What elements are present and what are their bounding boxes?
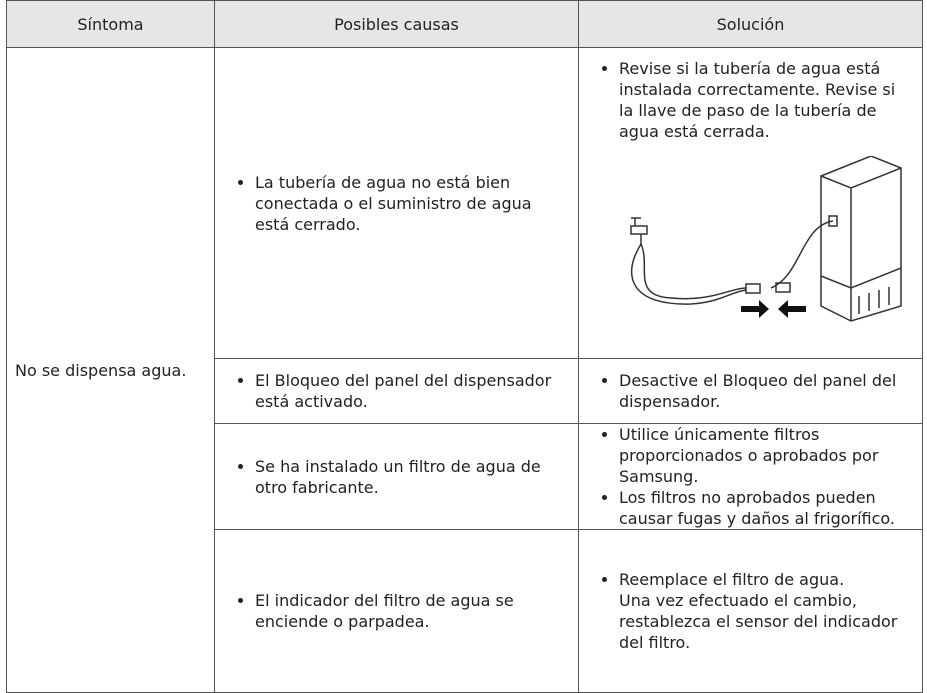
cause-cell: El Bloqueo del panel del dispensador est… [214, 358, 579, 424]
solution-list: Reemplace el filtro de agua. Una vez efec… [587, 569, 914, 653]
header-cell: Solución [578, 0, 923, 48]
cause-text: El Bloqueo del panel del dispensador est… [255, 370, 570, 412]
solution-text: Revise si la tubería de agua está instal… [619, 59, 896, 141]
solution-list: Utilice únicamente filtros proporcionado… [587, 424, 914, 529]
cause-text: La tubería de agua no está bien conectad… [255, 172, 570, 235]
header-cell: Posibles causas [214, 0, 579, 48]
solution-cell: Utilice únicamente filtros proporcionado… [578, 423, 923, 530]
solution-cell: Desactive el Bloqueo del panel del dispe… [578, 358, 923, 424]
solution-item: Utilice únicamente filtros proporcionado… [619, 424, 914, 487]
solution-list: Desactive el Bloqueo del panel del dispe… [587, 370, 914, 412]
cause-cell: La tubería de agua no está bien conectad… [214, 47, 579, 359]
table-row: El indicador del filtro de agua se encie… [7, 529, 923, 693]
cause-list: La tubería de agua no está bien conectad… [223, 172, 570, 235]
solution-text: Utilice únicamente filtros proporcionado… [619, 425, 879, 486]
solution-cell: Revise si la tubería de agua está instal… [578, 47, 923, 359]
troubleshooting-table: Síntoma Posibles causas Solución No se dis… [6, 0, 923, 693]
solution-list: Revise si la tubería de agua está instal… [587, 58, 914, 142]
solution-item: Los filtros no aprobados pueden causar f… [619, 487, 914, 529]
solution-item: Revise si la tubería de agua está instal… [619, 58, 914, 142]
solution-item: Desactive el Bloqueo del panel del dispe… [619, 370, 914, 412]
illustration [630, 156, 902, 322]
table-row: No se dispensa agua. La tubería de agua n… [6, 47, 923, 693]
cause-text: El indicador del filtro de agua se encie… [255, 590, 570, 632]
cause-cell: El indicador del filtro de agua se encie… [214, 529, 579, 693]
solution-item: Reemplace el filtro de agua. Una vez efec… [619, 569, 914, 653]
solution-text: Desactive el Bloqueo del panel del dispe… [619, 371, 897, 411]
cause-list: Se ha instalado un filtro de agua de otr… [223, 456, 570, 498]
solution-cell: Reemplace el filtro de agua. Una vez efec… [578, 529, 923, 693]
solution-text: Los filtros no aprobados pueden causar f… [619, 488, 895, 528]
header-cell: Síntoma [6, 0, 215, 48]
solution-text: Reemplace el filtro de agua. [619, 570, 845, 589]
cause-text: Se ha instalado un filtro de agua de otr… [255, 456, 570, 498]
cause-cell: Se ha instalado un filtro de agua de otr… [214, 423, 579, 530]
cause-list: El indicador del filtro de agua se encie… [223, 590, 570, 632]
table-row: Se ha instalado un filtro de agua de otr… [7, 423, 923, 530]
symptom-cell: No se dispensa agua. [6, 47, 215, 693]
cause-list: El Bloqueo del panel del dispensador est… [223, 370, 570, 412]
solution-text: Una vez efectuado el cambio, restablezca… [619, 591, 898, 652]
